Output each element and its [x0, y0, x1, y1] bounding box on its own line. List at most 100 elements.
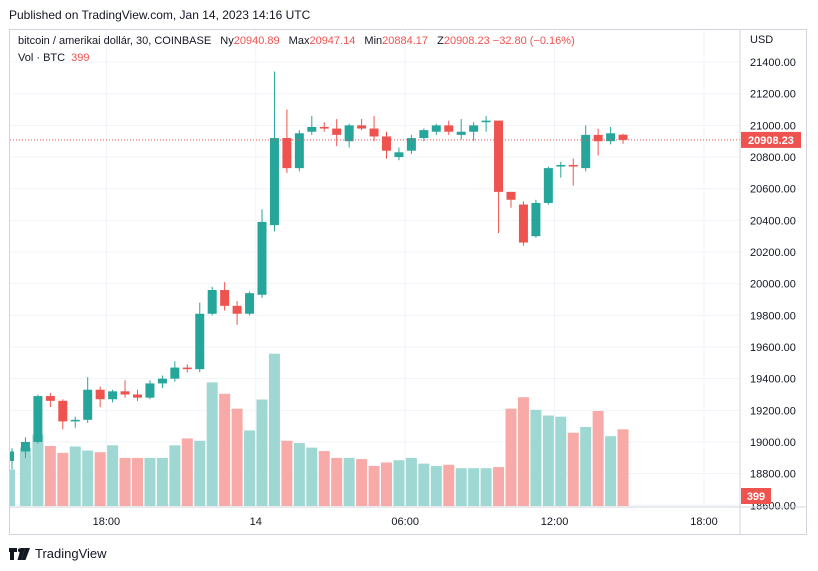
candle-body: [157, 378, 167, 384]
volume-bar: [555, 416, 567, 506]
price-tick-label: 20200.00: [750, 247, 796, 259]
candle-body: [108, 391, 118, 400]
volume-bar: [169, 445, 181, 506]
volume-bar: [430, 465, 442, 506]
volume-bar: [231, 408, 243, 506]
currency-label[interactable]: USD: [750, 34, 774, 46]
volume-bar: [505, 408, 517, 506]
volume-bar: [44, 446, 56, 506]
volume-bar: [468, 468, 480, 506]
volume-bar: [493, 467, 505, 506]
last-volume-badge: [741, 488, 771, 504]
price-tick-label: 19200.00: [750, 405, 796, 417]
candle-body: [195, 313, 205, 370]
volume-bar: [293, 443, 305, 506]
candle-body: [83, 389, 93, 420]
candle-body: [319, 126, 329, 129]
volume-bar: [82, 450, 94, 506]
price-tick-label: 20600.00: [750, 184, 796, 196]
candle-body: [182, 367, 192, 370]
volume-bar: [32, 434, 44, 506]
volume-bar: [281, 440, 293, 506]
candle-body: [232, 305, 242, 314]
candle-body: [419, 130, 429, 139]
candle-body: [220, 290, 230, 306]
volume-bar: [57, 452, 69, 506]
time-tick-label: 18:00: [93, 516, 121, 528]
volume-value: 399: [71, 52, 90, 64]
chart-frame[interactable]: [9, 29, 807, 535]
low-value: 20884.17: [382, 35, 429, 47]
time-tick-label: 14: [250, 516, 262, 528]
volume-bar: [156, 457, 168, 506]
candle-body: [282, 138, 292, 169]
candle-body: [207, 290, 217, 314]
volume-bar: [517, 397, 529, 506]
close-label: Z: [437, 35, 444, 47]
volume-bar: [455, 468, 467, 506]
price-tick-label: 20800.00: [750, 152, 796, 164]
last-volume-label: 399: [747, 491, 765, 503]
candle-body: [269, 138, 279, 226]
candle-body: [33, 396, 43, 442]
candle-body: [394, 152, 404, 158]
candle-body: [618, 134, 628, 140]
price-tick-label: 19400.00: [750, 374, 796, 386]
tradingview-logo-icon: [9, 547, 30, 560]
candle-body: [133, 394, 142, 398]
candle-body: [506, 191, 516, 200]
candle-body: [45, 396, 55, 401]
price-tick-label: 21400.00: [750, 57, 796, 69]
price-tick-label: 19600.00: [750, 342, 796, 354]
candle-body: [406, 138, 416, 151]
volume-label: Vol · BTC: [18, 52, 66, 64]
high-label: Max: [288, 35, 310, 47]
volume-bar: [530, 409, 542, 506]
volume-bar: [306, 447, 318, 506]
tradingview-footer[interactable]: TradingView: [9, 545, 107, 561]
price-tick-label: 21000.00: [750, 120, 796, 132]
volume-bar: [69, 446, 81, 506]
grid-lines: [10, 30, 740, 507]
candle-body: [469, 125, 479, 132]
time-tick-label: 18:00: [690, 516, 718, 528]
candle-body: [257, 221, 267, 295]
published-note: Published on TradingView.com, Jan 14, 20…: [9, 8, 311, 22]
candle-body: [357, 125, 367, 129]
volume-bar: [368, 465, 380, 506]
candle-body: [307, 126, 317, 132]
candle-body: [606, 133, 616, 142]
candle-body: [145, 383, 155, 398]
candle-body: [382, 136, 391, 151]
volume-legend: Vol · BTC 399: [18, 52, 89, 64]
volume-bar: [381, 462, 392, 506]
volume-bar: [343, 457, 355, 506]
volume-bar: [331, 457, 343, 506]
time-tick-label: 12:00: [541, 516, 569, 528]
volume-bar: [19, 447, 31, 506]
time-tick-label: 06:00: [391, 516, 419, 528]
brand-name: TradingView: [35, 546, 107, 562]
volume-bar: [592, 410, 604, 506]
volume-bar: [443, 464, 455, 506]
volume-bar: [194, 440, 206, 506]
symbol-legend: bitcoin / amerikai dollár, 30, COINBASE …: [18, 35, 575, 47]
candle-body: [593, 134, 603, 142]
low-label: Min: [364, 35, 383, 47]
candle-body: [120, 391, 130, 395]
candle-body: [456, 131, 466, 135]
high-value: 20947.14: [309, 35, 356, 47]
candle-body: [369, 128, 379, 137]
candle-body: [568, 164, 578, 167]
candle-body: [543, 168, 553, 203]
candle-body: [531, 202, 541, 237]
candle-body: [10, 451, 14, 461]
change-value: −32.80 (−0.16%): [492, 35, 575, 47]
candle-body: [494, 120, 504, 192]
volume-bar: [418, 463, 430, 506]
last-value-markers: 20908.23 399: [741, 131, 801, 504]
last-price-label: 20908.23: [748, 135, 794, 147]
candle-body: [70, 419, 80, 422]
volume-bar: [405, 457, 417, 506]
